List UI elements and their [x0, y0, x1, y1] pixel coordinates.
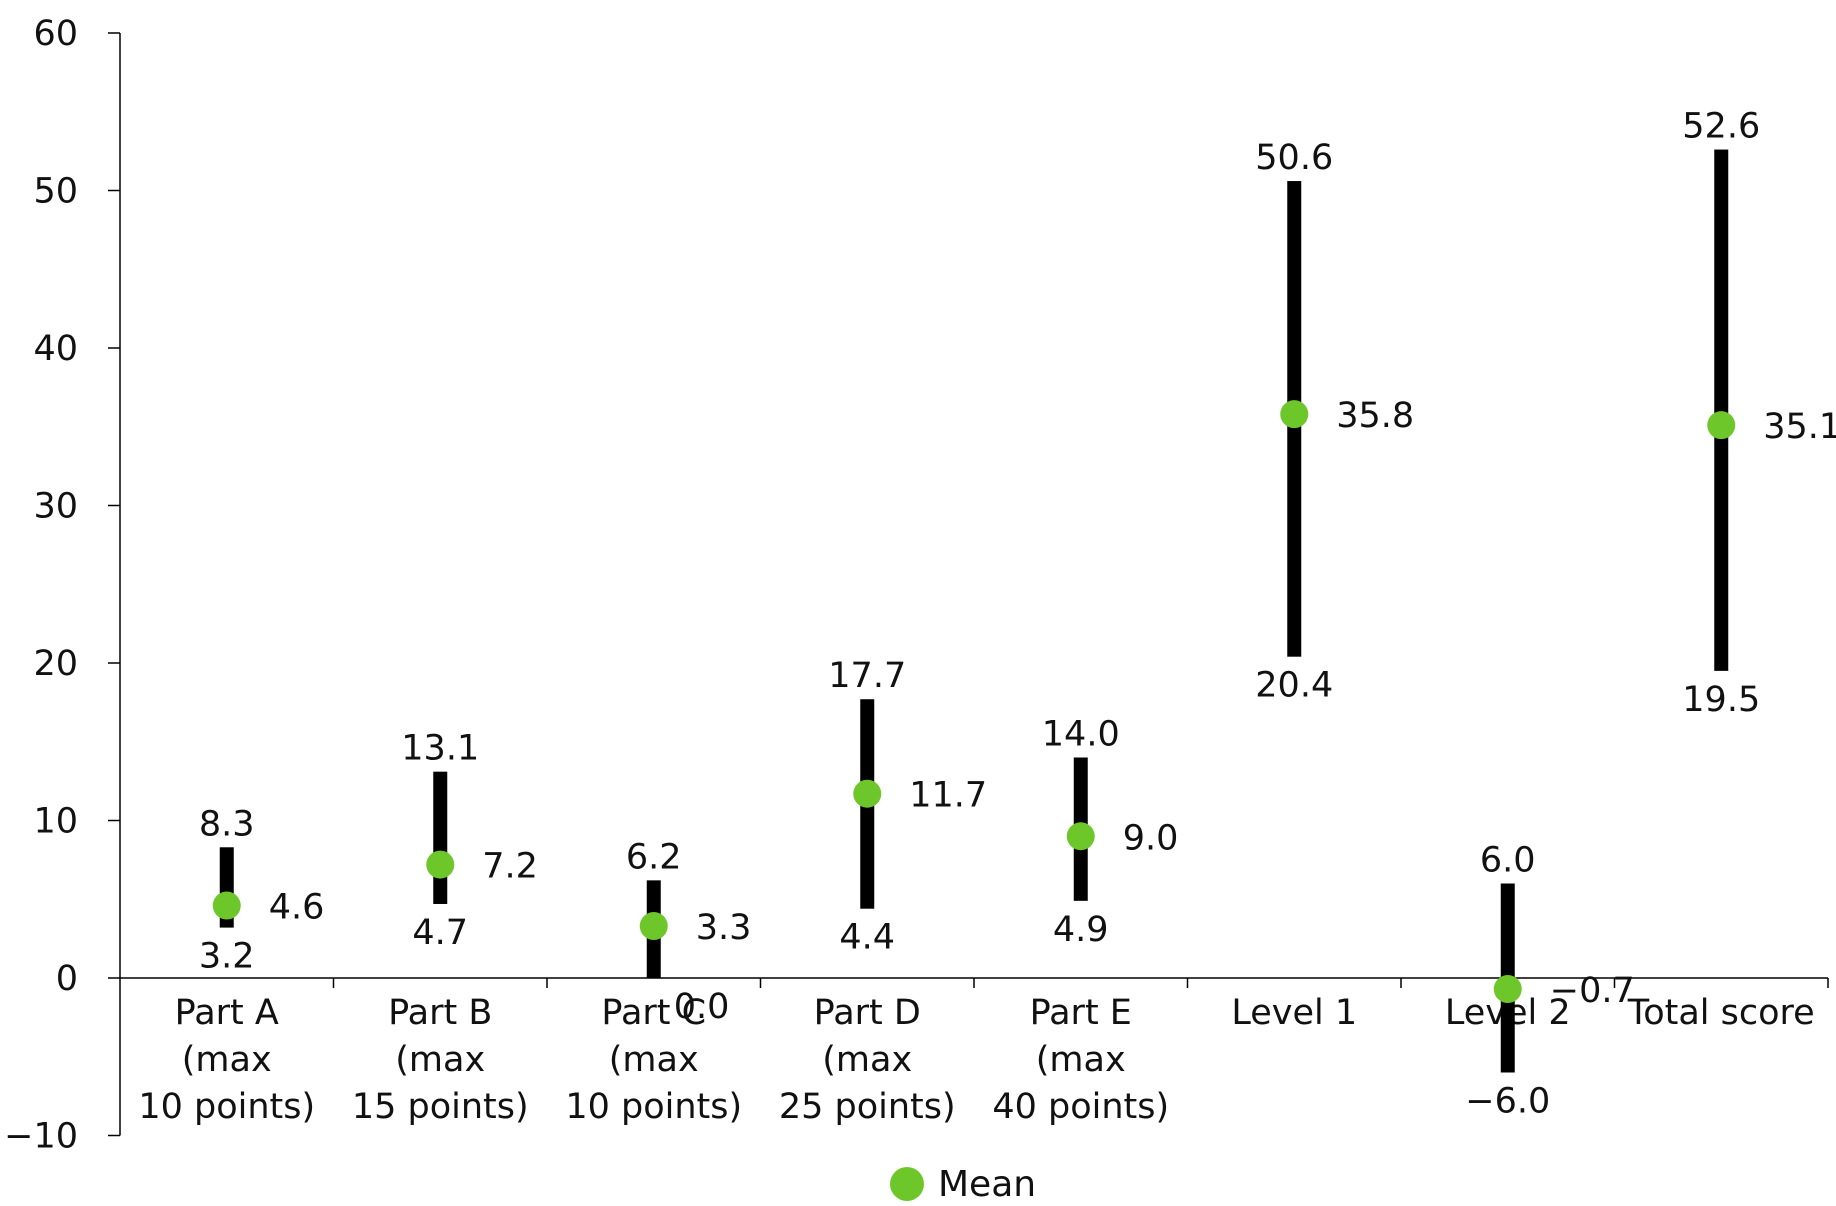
- category-label: 10 points): [565, 1087, 742, 1127]
- category-label: (max: [609, 1040, 699, 1080]
- mean-label: −0.7: [1550, 971, 1635, 1011]
- category-label: Part A: [175, 993, 279, 1033]
- mean-label: 35.8: [1336, 396, 1414, 436]
- category-label: (max: [1036, 1040, 1126, 1080]
- min-label: 4.7: [412, 913, 468, 953]
- max-label: 50.6: [1255, 138, 1333, 178]
- mean-label: 35.1: [1763, 407, 1836, 447]
- mean-marker: [853, 779, 882, 808]
- max-label: 14.0: [1042, 715, 1120, 755]
- max-label: 6.0: [1480, 841, 1536, 881]
- category-label: 25 points): [779, 1087, 956, 1127]
- legend-mean-marker: [890, 1167, 924, 1201]
- category-label: Total score: [1627, 993, 1815, 1033]
- category-label: Part D: [814, 993, 921, 1033]
- mean-marker: [1066, 822, 1095, 851]
- mean-label: 4.6: [269, 888, 325, 928]
- y-tick-label: 10: [33, 802, 78, 842]
- max-label: 6.2: [626, 837, 682, 877]
- max-label: 52.6: [1682, 107, 1760, 147]
- mean-marker: [426, 850, 455, 879]
- category-label: (max: [182, 1040, 272, 1080]
- mean-marker: [1707, 411, 1736, 440]
- range-bar: [1714, 149, 1729, 671]
- mean-marker: [639, 912, 668, 941]
- category-label: Level 1: [1231, 993, 1357, 1033]
- min-label: 3.2: [199, 937, 255, 977]
- range-bar: [433, 771, 448, 904]
- category-label: (max: [395, 1040, 485, 1080]
- category-label: 10 points): [138, 1087, 315, 1127]
- mean-label: 9.0: [1123, 818, 1179, 858]
- min-label: 20.4: [1255, 666, 1333, 706]
- category-label: (max: [822, 1040, 912, 1080]
- legend-mean-label: Mean: [938, 1163, 1037, 1205]
- category-label: Part C: [601, 993, 706, 1033]
- y-tick-label: 40: [33, 329, 78, 369]
- min-label: 4.4: [839, 918, 895, 958]
- y-tick-label: −10: [4, 1117, 78, 1157]
- y-tick-label: 30: [33, 487, 78, 527]
- y-tick-label: 0: [56, 959, 78, 999]
- mean-marker: [212, 891, 241, 920]
- max-label: 17.7: [828, 656, 906, 696]
- min-label: 19.5: [1682, 680, 1760, 720]
- mean-marker: [1280, 400, 1309, 429]
- category-label: 15 points): [352, 1087, 529, 1127]
- y-tick-label: 50: [33, 172, 78, 212]
- category-label: 40 points): [992, 1087, 1169, 1127]
- mean-marker: [1493, 975, 1522, 1004]
- y-tick-label: 20: [33, 644, 78, 684]
- min-label: 0.0: [674, 987, 730, 1027]
- max-label: 13.1: [401, 729, 479, 769]
- y-tick-label: 60: [33, 14, 78, 54]
- category-label: Part B: [388, 993, 492, 1033]
- min-label: −6.0: [1465, 1082, 1550, 1122]
- mean-label: 3.3: [696, 908, 752, 948]
- mean-label: 7.2: [482, 847, 538, 887]
- max-label: 8.3: [199, 804, 255, 844]
- legend: Mean: [890, 1162, 1036, 1206]
- category-label: Part E: [1030, 993, 1132, 1033]
- mean-label: 11.7: [909, 776, 987, 816]
- min-label: 4.9: [1053, 910, 1109, 950]
